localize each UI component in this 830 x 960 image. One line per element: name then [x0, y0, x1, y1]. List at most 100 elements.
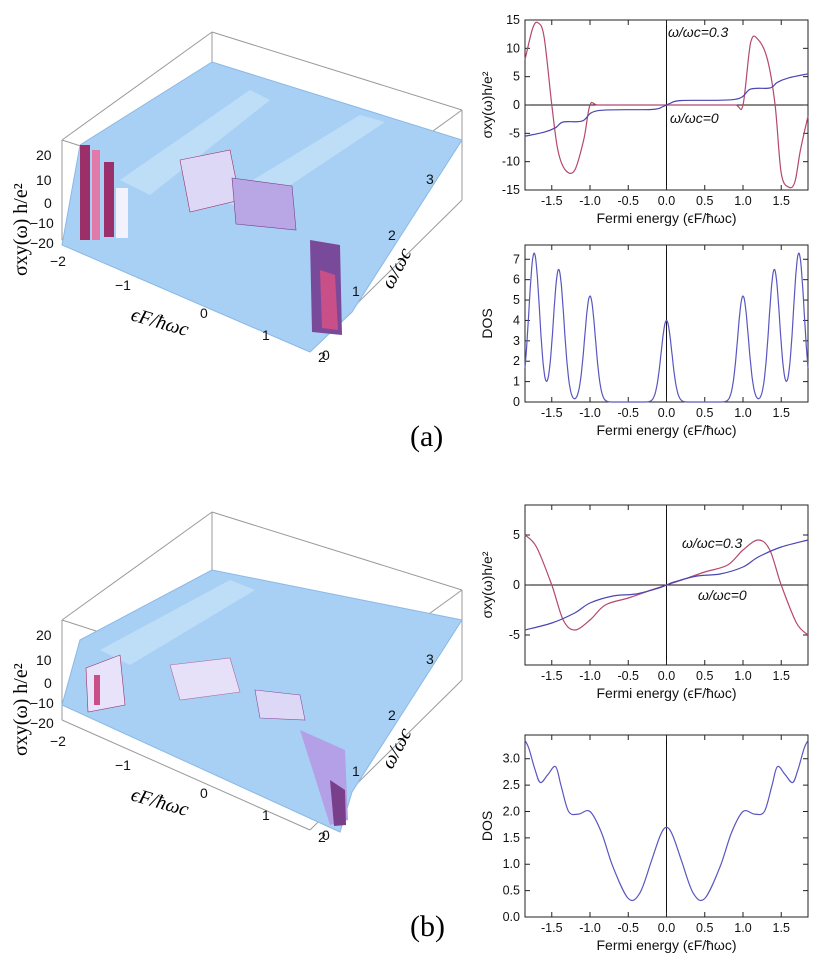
y-tick-label: 1 [513, 375, 520, 389]
x-tick: 1 [262, 807, 270, 823]
y-tick-label: -5 [509, 126, 520, 140]
y-tick-label: 5 [513, 293, 520, 307]
line-chart-b-top: -1.5 -1.0 -0.5 0.0 0.5 1.0 1.5 5 0 -5 ω/ωc=0.3 ω/ωc… [479, 504, 809, 701]
z-tick: 20 [36, 627, 52, 643]
series-label: ω/ωc=0.3 [682, 535, 743, 551]
x-axis-label: Fermi energy (ϵF/ħωc) [596, 937, 736, 953]
surface-x-ticks-b: −2 −1 0 1 2 [50, 733, 326, 845]
y-tick-label: 15 [506, 13, 520, 27]
z-tick: 20 [36, 147, 52, 163]
x-tick-label: -1.5 [541, 194, 563, 208]
panel-label-b: (b) [410, 910, 445, 943]
x-tick-label: -1.5 [541, 406, 563, 420]
y-tick-label: 0 [513, 578, 520, 592]
series-line-1 [524, 73, 809, 137]
x-tick-label: 1.5 [773, 194, 790, 208]
surface-plot-a: −2 −1 0 1 2 0 1 2 3 20 10 0 −10 −20 σxy(… [10, 31, 463, 365]
y-tick-label: -5 [509, 628, 520, 642]
x-tick: 0 [200, 785, 208, 801]
x-tick-label: -1.5 [541, 921, 563, 935]
x-tick: 1 [262, 327, 270, 343]
x-tick: −2 [50, 733, 66, 749]
dos-chart-a: -1.5 -1.0 -0.5 0.0 0.5 1.0 1.5 0 1 2 3 4 5 6 7 Fermi en… [479, 244, 809, 438]
y-axis-label: DOS [479, 308, 495, 338]
y-tick-label: 2.0 [503, 804, 520, 818]
z-tick: 0 [44, 675, 52, 691]
x-tick-label: -0.5 [617, 921, 639, 935]
y-tick-label: 10 [506, 41, 520, 55]
dos-chart-b: -1.5 -1.0 -0.5 0.0 0.5 1.0 1.5 0.0 0.5 1.0 1.5 2.0 2… [479, 734, 809, 953]
y-tick-label: -10 [502, 155, 520, 169]
x-tick: −1 [115, 757, 131, 773]
surface-band-a [120, 90, 270, 195]
line-chart-a-top: -1.5 -1.0 -0.5 0.0 0.5 1.0 1.5 15 10 5 0 -5 -10 -15 ω/… [479, 13, 809, 226]
x-tick-label: -1.0 [579, 406, 601, 420]
z-axis-label: σxy(ω) h/e² [10, 663, 32, 756]
x-tick-label: 1.0 [734, 194, 751, 208]
y-tick: 1 [352, 763, 360, 779]
z-tick: −10 [30, 695, 54, 711]
x-tick-label: 0.0 [658, 921, 675, 935]
series-label: ω/ωc=0.3 [668, 24, 729, 40]
y-tick-label: 1.5 [503, 831, 520, 845]
y-axis-label: σxy(ω)h/e² [479, 551, 495, 618]
surface-z-ticks-b: 20 10 0 −10 −20 [30, 627, 54, 731]
y-tick-label: 5 [513, 528, 520, 542]
x-tick-label: 1.5 [773, 406, 790, 420]
panel-label-a: (a) [410, 420, 444, 453]
x-axis-label: Fermi energy (ϵF/ħωc) [596, 422, 736, 438]
y-tick-label: 0.0 [503, 910, 520, 924]
x-tick: −1 [115, 277, 131, 293]
x-tick-label: 1.0 [734, 669, 751, 683]
surface-y-ticks-a: 0 1 2 3 [322, 171, 434, 363]
x-tick-label: -1.0 [579, 194, 601, 208]
surface-z-ticks-a: 20 10 0 −10 −20 [30, 147, 54, 251]
surface-band-b [100, 580, 255, 665]
series-line-1 [524, 539, 809, 631]
x-tick-label: 0.0 [658, 669, 675, 683]
y-tick-label: 1.0 [503, 857, 520, 871]
y-tick-label: 7 [513, 252, 520, 266]
y-tick: 0 [322, 347, 330, 363]
x-axis-label: Fermi energy (ϵF/ħωc) [596, 210, 736, 226]
surface-y-ticks-b: 0 1 2 3 [322, 651, 434, 843]
x-tick-label: 0.5 [696, 669, 713, 683]
x-tick-label: 1.5 [773, 921, 790, 935]
z-axis-label: σxy(ω) h/e² [10, 183, 32, 276]
z-tick: −10 [30, 215, 54, 231]
series-line-0 [524, 252, 809, 403]
x-tick-label: 1.5 [773, 669, 790, 683]
surface-x-ticks-a: −2 −1 0 1 2 [50, 253, 326, 365]
x-axis-label: Fermi energy (ϵF/ħωc) [596, 685, 736, 701]
x-tick-label: -1.0 [579, 921, 601, 935]
x-tick-label: -1.0 [579, 669, 601, 683]
x-tick: −2 [50, 253, 66, 269]
x-tick-label: -0.5 [617, 669, 639, 683]
y-tick-label: 2.5 [503, 778, 520, 792]
x-tick: 2 [318, 349, 326, 365]
series-label: ω/ωc=0 [670, 110, 719, 126]
y-tick-label: -15 [502, 183, 520, 197]
y-tick-label: 0 [513, 395, 520, 409]
x-tick-label: 0.5 [696, 921, 713, 935]
y-tick: 3 [426, 651, 434, 667]
z-tick: −20 [30, 715, 54, 731]
y-tick: 1 [352, 283, 360, 299]
z-tick: 10 [36, 172, 52, 188]
y-tick: 3 [426, 171, 434, 187]
y-tick-label: 0 [513, 98, 520, 112]
x-tick-label: -0.5 [617, 406, 639, 420]
y-tick-label: 5 [513, 70, 520, 84]
series-label: ω/ωc=0 [698, 587, 747, 603]
x-tick-label: 0.0 [658, 406, 675, 420]
y-tick: 0 [322, 827, 330, 843]
x-tick-label: -0.5 [617, 194, 639, 208]
y-tick-label: 6 [513, 273, 520, 287]
y-tick-label: 0.5 [503, 884, 520, 898]
series-line-0 [524, 740, 809, 902]
y-tick-label: 3.0 [503, 752, 520, 766]
surface-plot-b: −2 −1 0 1 2 0 1 2 3 20 10 0 −10 −20 σxy(… [10, 511, 463, 845]
y-tick: 2 [388, 707, 396, 723]
z-tick: −20 [30, 235, 54, 251]
x-axis-label: ϵF/ħωc [129, 304, 192, 341]
